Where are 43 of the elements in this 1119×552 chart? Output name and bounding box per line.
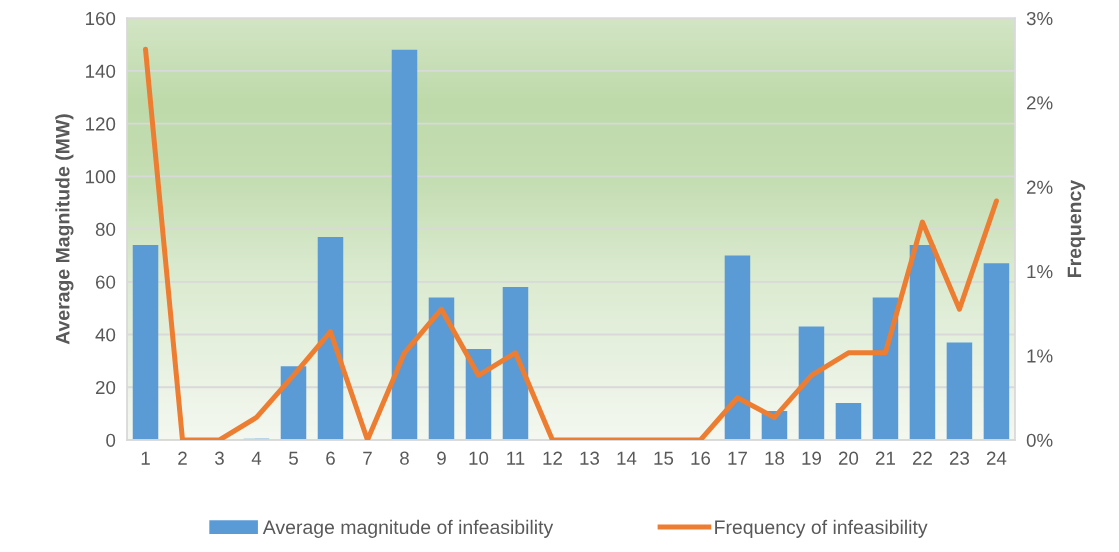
x-tick-label: 9 — [437, 451, 446, 465]
y2-tick-label: 2% — [1026, 96, 1053, 110]
x-tick-label: 16 — [691, 451, 711, 465]
y-tick-label: 120 — [86, 117, 116, 131]
y-tick-label: 80 — [95, 222, 116, 237]
y-axis-title: Average Magnitude (MW) — [55, 114, 74, 345]
x-tick-label: 7 — [363, 451, 372, 465]
x-tick-label: 18 — [765, 451, 785, 465]
y-tick-label: 160 — [86, 11, 116, 26]
x-tick-label: 5 — [289, 451, 298, 465]
y2-tick-label: 2% — [1026, 180, 1053, 194]
legend-label: Frequency of infeasibility — [715, 519, 928, 538]
x-tick-label: 12 — [543, 451, 562, 465]
x-tick-label: 3 — [215, 451, 224, 465]
x-tick-label: 4 — [251, 451, 262, 465]
x-tick-label: 13 — [580, 451, 600, 465]
y2-tick-label: 3% — [1026, 11, 1053, 26]
y2-tick-label: 1% — [1027, 349, 1053, 363]
y2-tick-label: 1% — [1027, 265, 1053, 279]
x-tick-label: 1 — [141, 451, 150, 465]
x-tick-label: 15 — [654, 451, 674, 465]
x-tick-label: 24 — [986, 451, 1007, 465]
y-tick-label: 100 — [86, 170, 116, 184]
x-tick-label: 6 — [326, 451, 335, 465]
y-tick-label: 0 — [106, 433, 116, 447]
x-tick-label: 20 — [838, 451, 859, 465]
x-tick-label: 8 — [400, 451, 409, 465]
x-tick-label: 21 — [875, 451, 895, 465]
x-tick-label: 23 — [949, 451, 970, 465]
x-tick-label: 22 — [912, 451, 932, 465]
y-tick-label: 20 — [95, 380, 116, 395]
x-tick-label: 11 — [507, 451, 525, 465]
y-tick-label: 140 — [86, 64, 116, 78]
x-tick-label: 14 — [617, 451, 637, 465]
legend-label: Average magnitude of infeasibility — [262, 519, 554, 538]
x-tick-label: 2 — [178, 451, 187, 465]
y2-tick-label: 0% — [1026, 433, 1053, 447]
x-tick-label: 17 — [728, 451, 747, 465]
x-tick-label: 10 — [469, 451, 489, 465]
x-tick-label: 19 — [802, 451, 821, 465]
y2-axis-title: Frequency — [1067, 180, 1086, 277]
y-tick-label: 40 — [95, 328, 116, 342]
y-tick-label: 60 — [95, 275, 116, 289]
